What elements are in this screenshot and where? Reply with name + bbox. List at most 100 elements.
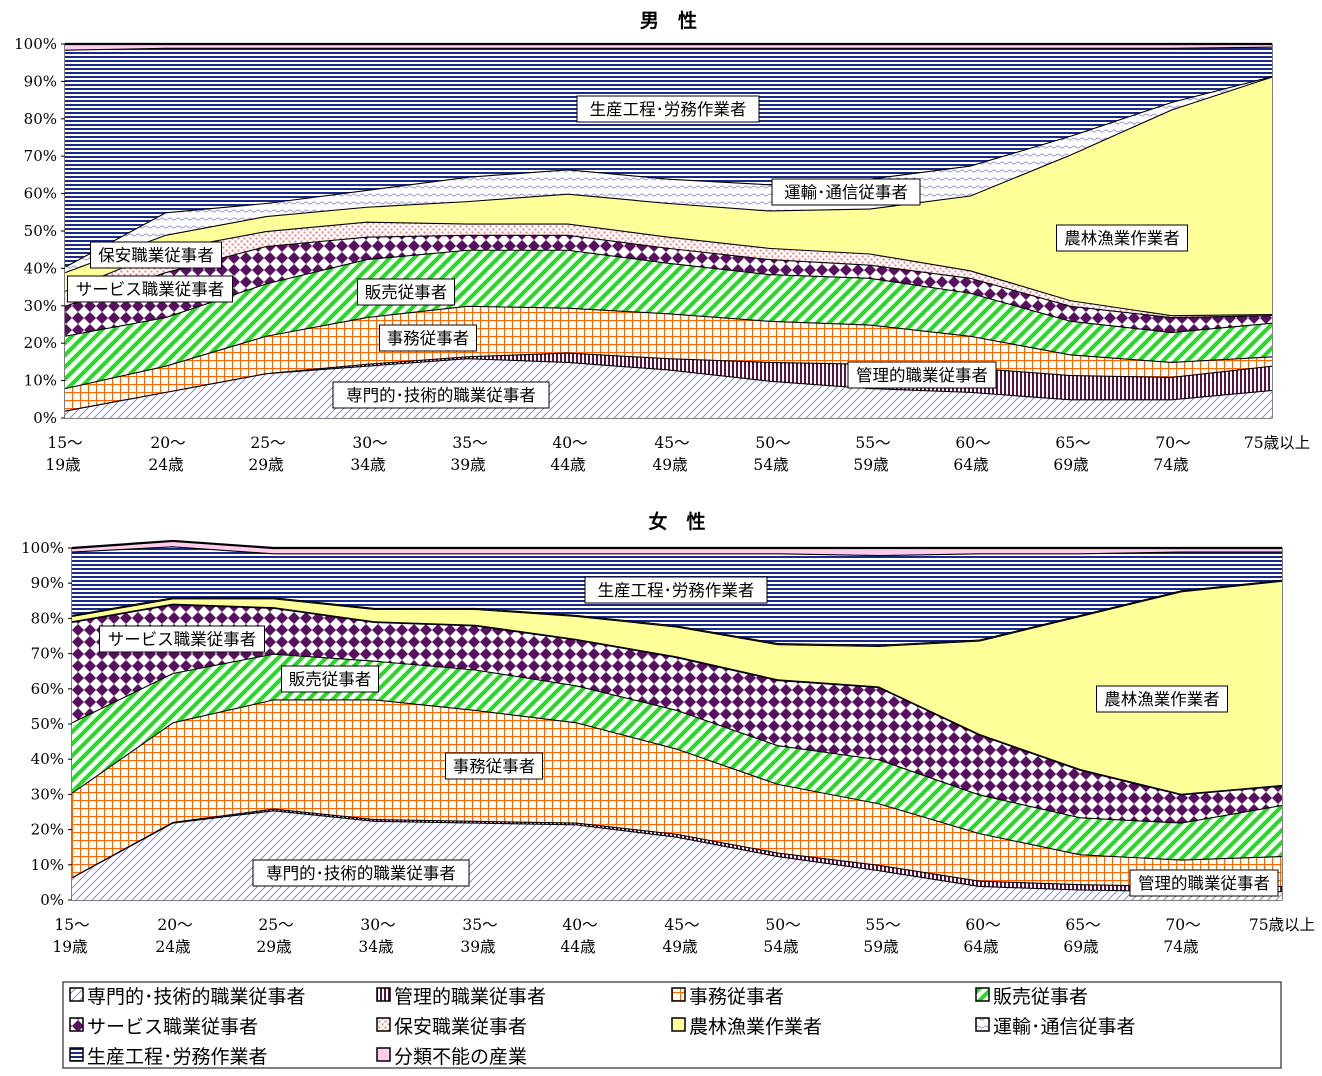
series-annotation: 運輸･通信従事者: [771, 178, 921, 206]
legend-item: サービス職業従事者: [69, 1016, 258, 1038]
y-tick-label: 0%: [40, 891, 64, 909]
x-tick-label: 55～: [855, 434, 890, 452]
x-tick-label: 65～: [1055, 434, 1090, 452]
legend-swatch: [671, 1017, 686, 1032]
x-tick-label: 40～: [562, 916, 597, 934]
y-tick-label: 80%: [24, 110, 57, 128]
x-tick-label: 44歳: [560, 938, 595, 956]
legend-swatch: [376, 1047, 391, 1062]
area-series-4: [72, 653, 1282, 860]
svg-text:生産工程･労務作業者: 生産工程･労務作業者: [590, 100, 747, 119]
x-tick-label: 74歳: [1163, 938, 1198, 956]
x-tick-label: 45～: [664, 916, 699, 934]
svg-text:農林漁業作業者: 農林漁業作業者: [1104, 690, 1220, 709]
legend-swatch: [376, 987, 391, 1002]
svg-text:専門的･技術的職業従事者: 専門的･技術的職業従事者: [266, 864, 456, 883]
x-tick-label: 39歳: [460, 938, 495, 956]
x-tick-label: 70～: [1155, 434, 1190, 452]
y-tick-label: 70%: [24, 147, 57, 165]
series-annotation: 販売従事者: [357, 278, 455, 306]
svg-text:販売従事者: 販売従事者: [365, 283, 448, 302]
x-tick-label: 34歳: [350, 456, 385, 474]
x-tick-label: 25～: [258, 916, 293, 934]
x-tick-label: 20～: [157, 916, 192, 934]
y-tick-label: 40%: [31, 750, 64, 768]
legend-item: 保安職業従事者: [376, 1016, 527, 1038]
chart-female: 女 性 0% 10% 20% 30% 40% 50% 60% 70% 80% 90% 100% 15～ 1…: [21, 510, 1315, 956]
x-tick-label: 24歳: [148, 456, 183, 474]
svg-text:事務従事者: 事務従事者: [387, 329, 470, 348]
x-tick-label: 35～: [462, 916, 497, 934]
series-annotation: 事務従事者: [445, 752, 543, 780]
legend-item: 農林漁業作業者: [671, 1016, 822, 1038]
x-tick-label: 55～: [865, 916, 900, 934]
legend-item: 専門的･技術的職業従事者: [69, 986, 306, 1008]
y-tick-label: 100%: [14, 35, 57, 53]
chart-title: 女 性: [648, 510, 705, 533]
svg-text:管理的職業従事者: 管理的職業従事者: [856, 366, 988, 385]
x-tick-label: 54歳: [753, 456, 788, 474]
x-tick-label: 75歳以上: [1249, 916, 1315, 934]
svg-text:サービス職業従事者: サービス職業従事者: [108, 630, 257, 649]
series-annotation: 生産工程･労務作業者: [584, 576, 768, 604]
x-tick-label: 24歳: [155, 938, 190, 956]
svg-text:生産工程･労務作業者: 生産工程･労務作業者: [598, 581, 755, 600]
x-tick-label: 25～: [250, 434, 285, 452]
legend-item: 生産工程･労務作業者: [69, 1046, 268, 1068]
x-tick-label: 60～: [955, 434, 990, 452]
legend-label: 事務従事者: [689, 986, 784, 1008]
series-annotation: サービス職業従事者: [67, 275, 233, 303]
y-tick-label: 30%: [31, 785, 64, 803]
legend-label: サービス職業従事者: [87, 1016, 258, 1038]
series-annotation: 専門的･技術的職業従事者: [332, 381, 550, 409]
x-tick-label: 64歳: [953, 456, 988, 474]
x-tick-label: 44歳: [550, 456, 585, 474]
legend-swatch: [975, 1017, 990, 1032]
svg-text:販売従事者: 販売従事者: [289, 670, 372, 689]
svg-text:保安職業従事者: 保安職業従事者: [98, 246, 214, 265]
x-tick-label: 39歳: [450, 456, 485, 474]
y-tick-label: 80%: [31, 609, 64, 627]
series-annotation: 農林漁業作業者: [1096, 685, 1228, 713]
y-tick-label: 60%: [31, 680, 64, 698]
x-tick-label: 70～: [1165, 916, 1200, 934]
series-annotation: 販売従事者: [281, 665, 379, 693]
x-tick-label: 15～: [47, 434, 82, 452]
x-tick-label: 69歳: [1053, 456, 1088, 474]
x-tick-label: 50～: [755, 434, 790, 452]
area-series-3: [65, 305, 1272, 411]
legend-item: 事務従事者: [671, 986, 784, 1008]
svg-text:運輸･通信従事者: 運輸･通信従事者: [784, 183, 908, 202]
y-tick-label: 10%: [24, 372, 57, 390]
legend-swatch: [69, 987, 84, 1002]
x-tick-label: 19歳: [52, 938, 87, 956]
y-tick-label: 40%: [24, 259, 57, 277]
y-tick-label: 50%: [24, 222, 57, 240]
series-annotation: 管理的職業従事者: [1129, 869, 1279, 897]
x-tick-label: 54歳: [763, 938, 798, 956]
area-series-7: [65, 76, 1272, 316]
area-series-6: [65, 221, 1272, 318]
series-annotation: サービス職業従事者: [99, 625, 265, 653]
series-annotation: 生産工程･労務作業者: [576, 95, 760, 123]
y-tick-label: 20%: [31, 821, 64, 839]
y-tick-label: 70%: [31, 645, 64, 663]
legend-item: 運輸･通信従事者: [975, 1016, 1136, 1038]
legend-label: 運輸･通信従事者: [993, 1016, 1136, 1038]
x-tick-label: 19歳: [45, 456, 80, 474]
y-tick-label: 0%: [33, 409, 57, 427]
chart-title: 男 性: [640, 9, 697, 32]
area-series-7: [72, 580, 1282, 794]
area-boundary-10: [71, 539, 1282, 550]
legend-label: 生産工程･労務作業者: [87, 1046, 268, 1068]
y-tick-label: 20%: [24, 334, 57, 352]
y-tick-label: 50%: [31, 715, 64, 733]
x-tick-label: 49歳: [652, 456, 687, 474]
x-tick-label: 40～: [552, 434, 587, 452]
svg-text:サービス職業従事者: サービス職業従事者: [76, 280, 225, 299]
y-tick-label: 30%: [24, 297, 57, 315]
legend-swatch: [376, 1017, 391, 1032]
